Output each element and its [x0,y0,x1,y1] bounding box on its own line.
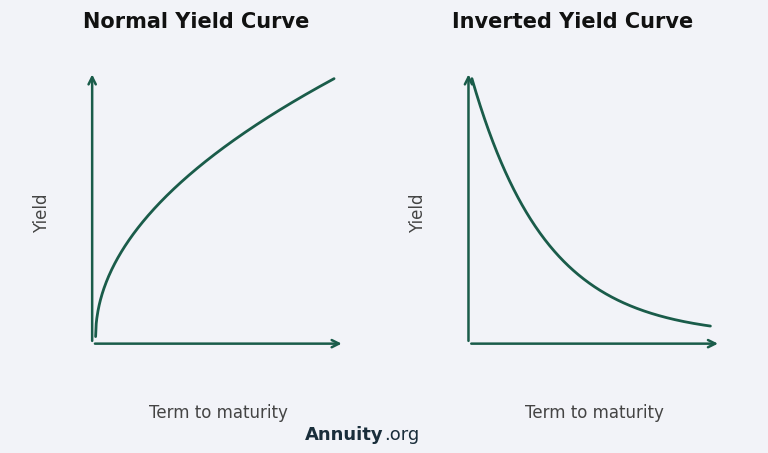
Text: .org: .org [384,426,419,444]
Title: Inverted Yield Curve: Inverted Yield Curve [452,12,693,32]
Text: Annuity: Annuity [306,426,384,444]
Title: Normal Yield Curve: Normal Yield Curve [83,12,309,32]
Text: Term to maturity: Term to maturity [525,404,664,422]
Text: Yield: Yield [33,193,51,233]
Text: Term to maturity: Term to maturity [149,404,288,422]
Text: Yield: Yield [409,193,427,233]
